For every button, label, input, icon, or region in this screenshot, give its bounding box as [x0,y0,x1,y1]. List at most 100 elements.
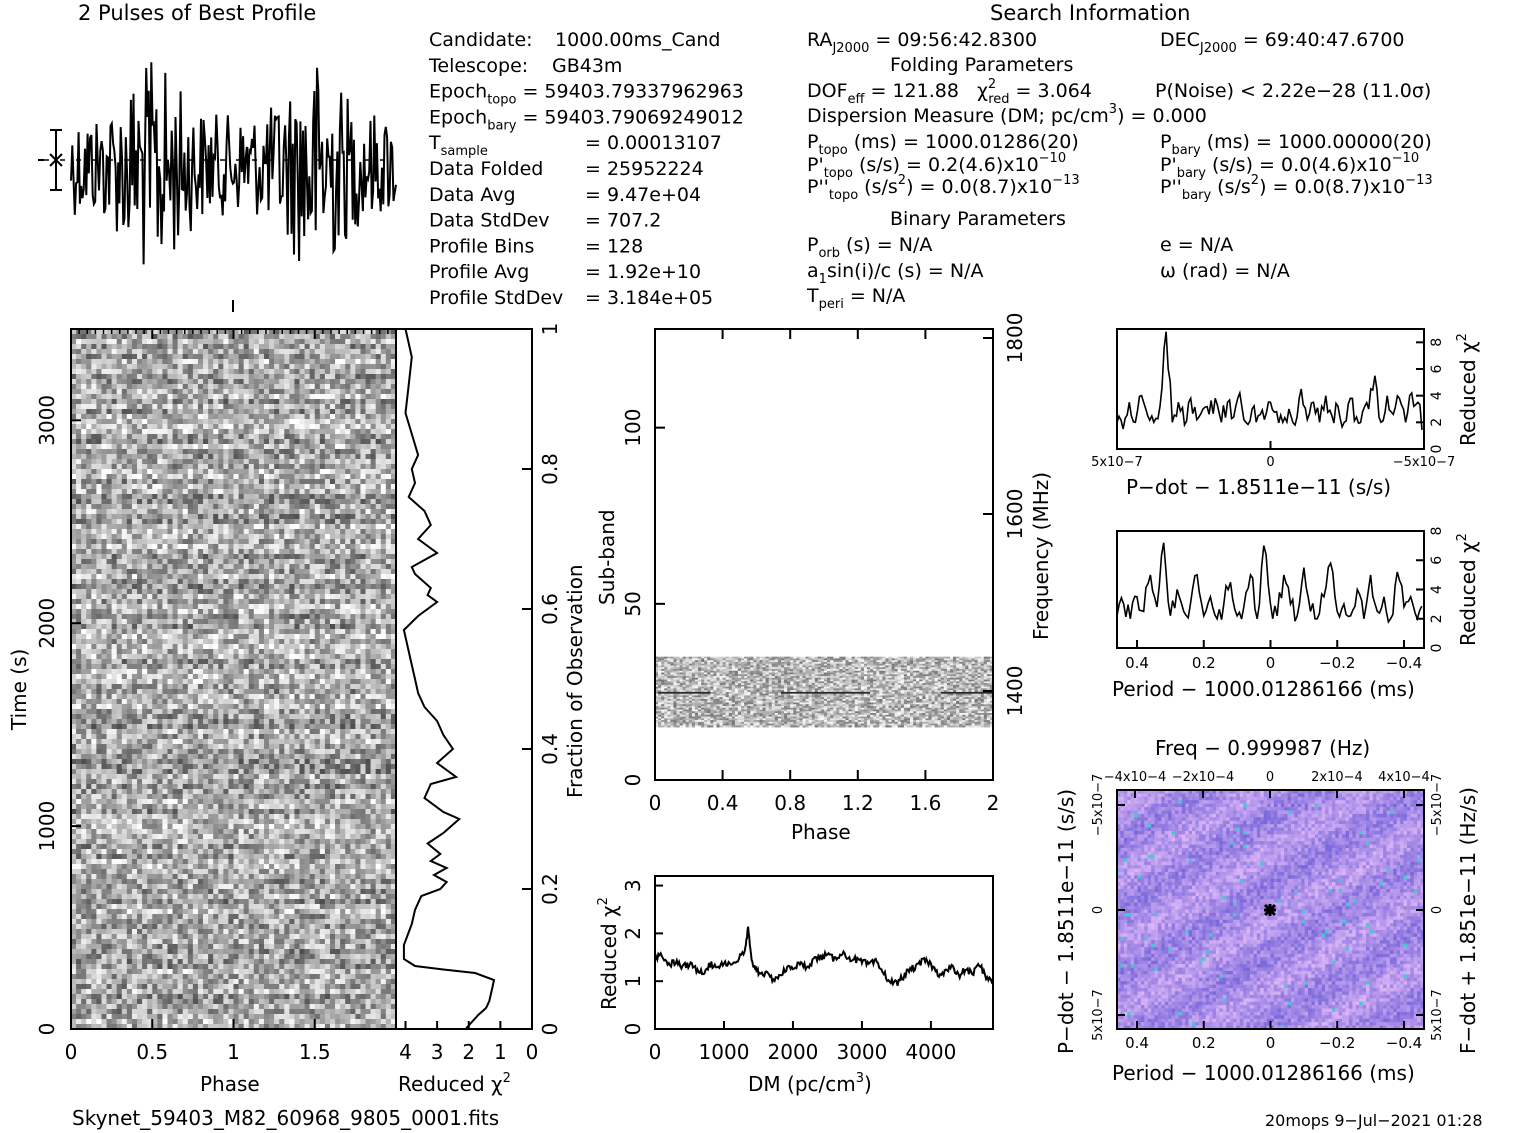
time-phase-cell [96,644,101,649]
time-phase-cell [137,439,142,444]
time-phase-cell [330,659,335,664]
time-phase-cell [132,639,137,644]
time-phase-cell [76,439,81,444]
time-phase-cell [330,499,335,504]
time-phase-cell [289,484,294,489]
time-phase-cell [284,334,289,339]
time-phase-cell [173,619,178,624]
time-phase-cell [183,629,188,634]
time-phase-cell [340,619,345,624]
time-phase-cell [254,469,259,474]
time-phase-cell [203,679,208,684]
time-phase-cell [320,504,325,509]
time-phase-cell [244,574,249,579]
time-phase-cell [325,384,330,389]
time-phase-cell [137,404,142,409]
time-phase-cell [376,444,381,449]
time-phase-cell [76,639,81,644]
time-phase-cell [81,334,86,339]
time-phase-cell [147,464,152,469]
time-phase-cell [91,399,96,404]
time-phase-cell [101,629,106,634]
time-phase-cell [335,544,340,549]
time-phase-cell [300,499,305,504]
time-phase-cell [381,594,386,599]
time-phase-cell [188,469,193,474]
time-phase-cell [107,509,112,514]
time-phase-cell [122,494,127,499]
time-phase-cell [386,499,391,504]
time-phase-cell [86,384,91,389]
time-phase-cell [259,379,264,384]
time-phase-cell [223,444,228,449]
time-phase-cell [112,664,117,669]
time-phase-cell [244,679,249,684]
time-phase-cell [244,364,249,369]
time-phase-cell [193,594,198,599]
time-phase-cell [259,674,264,679]
time-phase-cell [320,389,325,394]
time-phase-cell [96,394,101,399]
time-phase-cell [162,349,167,354]
time-phase-cell [91,584,96,589]
time-phase-cell [315,434,320,439]
time-phase-cell [132,374,137,379]
time-phase-cell [127,524,132,529]
time-phase-cell [284,519,289,524]
time-phase-cell [173,469,178,474]
time-phase-cell [152,494,157,499]
time-phase-cell [218,594,223,599]
time-phase-cell [107,334,112,339]
time-phase-cell [330,334,335,339]
time-phase-cell [249,399,254,404]
time-phase-cell [345,339,350,344]
time-phase-cell [76,349,81,354]
time-phase-cell [279,464,284,469]
time-phase-cell [294,474,299,479]
time-phase-cell [86,379,91,384]
time-phase-cell [183,664,188,669]
time-phase-cell [350,354,355,359]
time-phase-cell [300,464,305,469]
time-phase-cell [264,529,269,534]
time-phase-cell [117,344,122,349]
time-phase-cell [320,544,325,549]
time-phase-cell [259,584,264,589]
time-phase-cell [310,444,315,449]
time-phase-cell [345,604,350,609]
time-phase-cell [203,354,208,359]
time-phase-cell [274,449,279,454]
time-phase-cell [274,394,279,399]
time-phase-cell [310,489,315,494]
time-phase-cell [157,539,162,544]
time-phase-cell [279,439,284,444]
time-phase-cell [234,574,239,579]
time-phase-cell [234,529,239,534]
time-phase-cell [239,389,244,394]
time-phase-cell [259,394,264,399]
time-phase-cell [360,584,365,589]
time-phase-cell [223,674,228,679]
time-phase-cell [381,669,386,674]
time-phase-cell [269,484,274,489]
time-phase-cell [269,479,274,484]
time-phase-cell [183,519,188,524]
time-phase-cell [300,364,305,369]
time-phase-cell [117,549,122,554]
time-phase-cell [117,509,122,514]
time-phase-cell [310,479,315,484]
time-phase-cell [234,374,239,379]
time-phase-cell [340,634,345,639]
time-phase-cell [371,354,376,359]
time-phase-cell [91,339,96,344]
time-phase-cell [376,514,381,519]
time-phase-cell [178,464,183,469]
time-phase-cell [112,659,117,664]
time-phase-cell [381,579,386,584]
time-phase-cell [213,394,218,399]
time-phase-cell [188,359,193,364]
time-phase-cell [294,384,299,389]
time-phase-cell [76,364,81,369]
time-phase-cell [376,589,381,594]
time-phase-cell [239,489,244,494]
